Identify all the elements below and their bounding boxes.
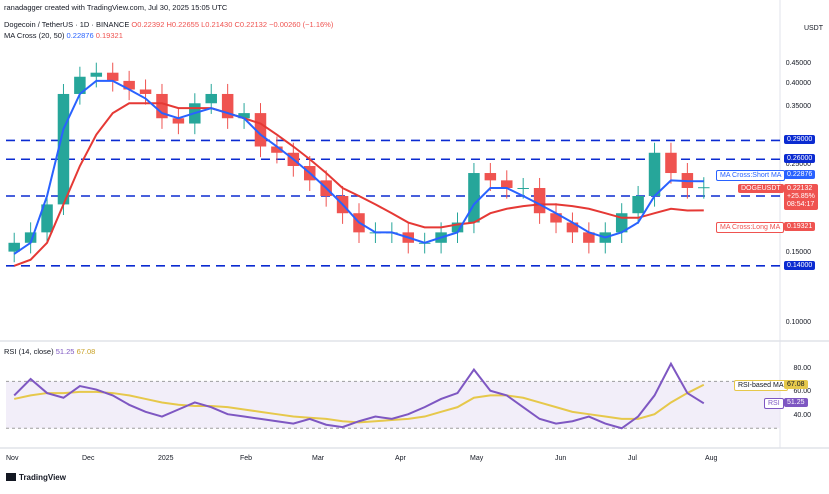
ma-short-line — [13, 79, 704, 255]
time-axis-label: May — [470, 455, 484, 462]
top-credit-line: ranadagger created with TradingView.com,… — [4, 3, 228, 12]
candle-body — [106, 72, 119, 81]
candle-body — [238, 113, 250, 119]
ohlc-change: −0.00260 (−1.16%) — [269, 20, 334, 29]
time-axis-label: Aug — [705, 455, 718, 462]
rsi-tick-label: 80.00 — [793, 364, 811, 372]
time-axis-label: Dec — [82, 455, 95, 462]
rsi-tick-label: 60.00 — [793, 388, 811, 396]
price-tick-label: 0.40000 — [785, 80, 811, 88]
symbol-line: Dogecoin / TetherUS · 1D · BINANCE O0.22… — [4, 20, 334, 29]
candle-body — [583, 232, 595, 243]
candle-body — [90, 72, 103, 77]
candle-body — [205, 93, 217, 104]
time-axis-label: Feb — [240, 455, 253, 462]
candle-body — [648, 152, 661, 197]
candle-body — [566, 222, 579, 233]
price-tick-label: 0.15000 — [785, 248, 811, 256]
ma-short-value-tag: 0.22876 — [784, 170, 816, 180]
ohlc-high: H0.22655 — [166, 20, 199, 29]
candle-body — [615, 213, 628, 233]
candle-body — [123, 80, 135, 90]
footer-brand: TradingView — [6, 473, 66, 482]
price-tick-label: 0.35000 — [785, 103, 811, 111]
candle-body — [665, 152, 677, 174]
rsi-ma-value-tag: 67.08 — [784, 379, 808, 389]
candle-body — [632, 196, 644, 214]
ma-short-name-tag: MA Cross:Short MA — [716, 170, 786, 182]
rsi-ma-header-value: 67.08 — [76, 347, 96, 356]
candle-body — [8, 242, 20, 252]
time-axis-label: Jun — [555, 455, 567, 462]
price-tag: 0.22132 +25.85% 08:54:17 — [784, 183, 818, 210]
candle-body — [24, 232, 37, 243]
candle-body — [156, 93, 168, 119]
ma-short-header-value: 0.22876 — [66, 31, 94, 40]
rsi-header: RSI (14, close) 51.25 67.08 — [4, 347, 96, 356]
ma-long-header-value: 0.19321 — [95, 31, 123, 40]
price-tick-label: 0.10000 — [785, 318, 811, 326]
candle-body — [139, 89, 152, 94]
ohlc-low: L0.21430 — [201, 20, 233, 29]
time-axis-label: Nov — [6, 455, 19, 462]
ma-long-line — [13, 102, 704, 267]
ma-long-name-tag: MA Cross:Long MA — [716, 222, 785, 234]
rsi-ma-name-tag: RSI-based MA — [734, 379, 788, 391]
rsi-ma-line — [13, 383, 705, 424]
rsi-tick-label: 40.00 — [793, 411, 811, 419]
ma-line: MA Cross (20, 50) 0.22876 0.19321 — [4, 31, 123, 40]
candle-body — [74, 76, 86, 94]
level-tag: 0.14000 — [784, 260, 816, 270]
rsi-line — [13, 361, 705, 430]
currency-label: USDT — [803, 25, 823, 32]
price-tick-label: 0.45000 — [785, 59, 811, 67]
tradingview-logo-icon — [6, 473, 16, 481]
level-tag: 0.26000 — [784, 154, 816, 164]
level-tag: 0.29000 — [784, 135, 816, 145]
time-axis-label: Apr — [395, 455, 406, 462]
ohlc-open: O0.22392 — [131, 20, 165, 29]
price-tick-label: 0.25000 — [785, 161, 811, 168]
rsi-value-tag: 51.25 — [784, 398, 808, 408]
ma-long-value-tag: 0.19321 — [784, 222, 816, 232]
rsi-name-tag: RSI — [764, 398, 784, 410]
candle-body — [57, 93, 70, 205]
time-axis-label: 2025 — [158, 455, 174, 462]
candle-body — [484, 173, 497, 181]
candle-body — [172, 118, 185, 124]
candle-body — [533, 187, 546, 214]
candle-body — [550, 213, 562, 223]
symbol-tag: DOGEUSDT — [738, 183, 784, 193]
rsi-header-value: 51.25 — [55, 347, 75, 356]
candle-body — [254, 113, 267, 147]
candle-body — [41, 204, 53, 233]
candle-body — [517, 187, 529, 189]
candle-body — [698, 187, 710, 189]
time-axis-label: Jul — [628, 455, 637, 462]
candle-body — [451, 222, 464, 233]
ohlc-close: C0.22132 — [234, 20, 268, 29]
candle-body — [501, 180, 513, 188]
candle-body — [271, 146, 283, 153]
candle-body — [221, 93, 234, 119]
rsi-band — [6, 381, 780, 429]
time-axis-label: Mar — [312, 455, 325, 462]
candle-body — [468, 173, 480, 223]
